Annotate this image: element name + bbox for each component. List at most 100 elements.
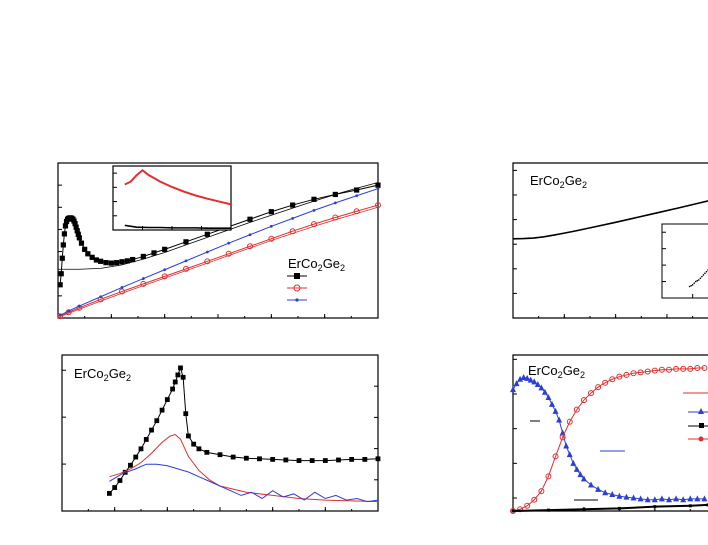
panel-a-series-h-c-point [290,202,296,208]
panel-c-cp-point [128,462,133,468]
panel-d-ab-blue-point [541,388,548,395]
panel-c-cp-point [296,458,302,463]
panel-d-ab-red-point [609,376,616,383]
panel-d-material-label: ErCo2Ge2 [528,363,585,380]
panel-a-series-avg-point [205,250,209,254]
panel-d-ab-blue-point [673,495,680,502]
panel-a-series-avg-point [248,233,252,237]
panel-a-series-h-ab--point [204,258,211,265]
panel-c: ErCo2Ge2 [61,354,381,512]
panel-b-frame [512,162,708,319]
panel-c-cp-point [164,397,170,402]
panel-c-cp-point [309,458,315,463]
panel-a-series-h-c-point [151,250,157,256]
panel-a-series-h-c-point [162,246,168,252]
panel-d-ab-blue-point [573,465,580,472]
panel-d-ab-blue-point [552,407,559,414]
panel-c-cp-point [196,446,202,452]
panel-c-cp-point [183,411,189,417]
panel-d-ab-blue-point [580,475,587,482]
panel-c-cp-point [362,456,368,462]
panel-d-ab-red-point [588,390,594,397]
panel-a-series-avg-point [333,201,337,205]
panel-a-material-label: ErCo2Ge2 [288,256,345,273]
panel-c-cp-point [172,379,178,385]
panel-d-ab-red-point [595,384,602,391]
panel-d-ab-red-point [651,367,658,374]
panel-a-series-h-c-point [75,231,81,237]
panel-d-ab-blue-point [556,416,563,423]
panel-d-ab-blue-point [595,485,602,492]
panel-d-ab-blue-point [545,393,552,400]
panel-d-ab-blue-point [644,496,651,503]
panel-d-ab-blue-point [630,494,637,501]
panel-d-ab-blue-point [616,492,623,499]
panel-a-series-avg-point [184,259,188,263]
panel-d-c-point [511,509,515,513]
panel-a-series-h-c-point [108,260,114,266]
panel-d-ab-red-point [616,373,623,380]
panel-c-cp-point [191,441,197,447]
panel-d-ab-red-point [580,397,587,404]
panel-a-series-h-c-point [57,282,63,288]
panel-d-c-line [512,503,708,512]
panel-b-inset-point [701,275,703,278]
panel-d-ab-blue-point [517,375,524,382]
panel-c-cp-point [217,452,223,458]
panel-b-resistivity-line [512,200,708,240]
panel-a-series-fit-4-line [59,206,379,318]
panel-c-material-label: ErCo2Ge2 [74,366,131,383]
panel-a-series-h-c-point [124,258,130,264]
panel-a-series-h-ab--point [57,313,64,320]
panel-d-legend-blue-marker [698,408,704,414]
panel-a-inset-series-0-line [124,168,232,206]
panel-d-ab-blue-point [538,384,545,391]
panel-d-ab-blue-point [609,491,616,498]
panel-d-ab-blue-point [680,496,687,503]
panel-d-ab-red-point [673,365,680,372]
panel-a-series-avg-point [77,304,81,308]
panel-a-series-h-ab--point [161,273,168,280]
panel-a-series-avg-point [291,216,295,220]
panel-c-cp-point [178,365,183,371]
panel-b-inset-point [690,284,692,287]
panel-d-ab-blue-point [510,386,516,393]
panel-d-ab-blue-point [566,451,573,458]
panel-c-cp-point [159,407,165,413]
panel-d-ab-red-point [623,371,630,378]
panel-d-ab-blue-point [637,495,644,502]
panel-c-drho-line [109,463,379,503]
panel-d-ab-red-point [573,406,580,413]
panel-d-c-point [688,504,692,508]
panel-a-series-h-c-point [62,223,69,229]
panel-a-series-h-c-point [73,224,79,230]
panel-d-ab-red-point [531,496,538,503]
panel-a-inset [112,165,232,231]
panel-a-series-avg-point [163,268,167,272]
panel-b-material-label: ErCo2Ge2 [530,173,587,190]
panel-a-series-h-c-point [140,253,146,260]
panel-a-series-h-c-point [268,209,274,215]
panel-a-series-fit-3-line [58,182,379,270]
panel-b-inset-point [702,274,705,276]
panel-a-series-h-c-point [93,257,99,263]
panel-a-series-h-c-point [98,258,104,264]
panel-d-ab-blue-point [527,376,534,383]
panel-c-cp-point [107,491,112,496]
panel-a-series-h-ab--point [140,280,147,287]
panel-a-series-h-c-point [59,255,65,261]
panel-d-c-point [582,507,586,511]
panel-a-series-h-ab--point [247,243,253,250]
panel-d-ab-blue-point [694,495,701,502]
panel-d-ab-blue-point [651,496,658,503]
panel-c-cp-point [257,456,262,462]
panel-d-ab-red-point [524,502,531,509]
panel-a-series-h-c-point [354,187,360,193]
panel-a-series-h-c-point [78,240,85,246]
panel-d-c-point [617,506,621,510]
panel-a-series-h-c-point [76,235,82,241]
panel-d-c-point [706,503,708,507]
panel-a-series-h-c-point [375,182,381,188]
panel-d-ab-blue-point [563,442,570,449]
panel-d-ab-blue-point [658,495,665,502]
